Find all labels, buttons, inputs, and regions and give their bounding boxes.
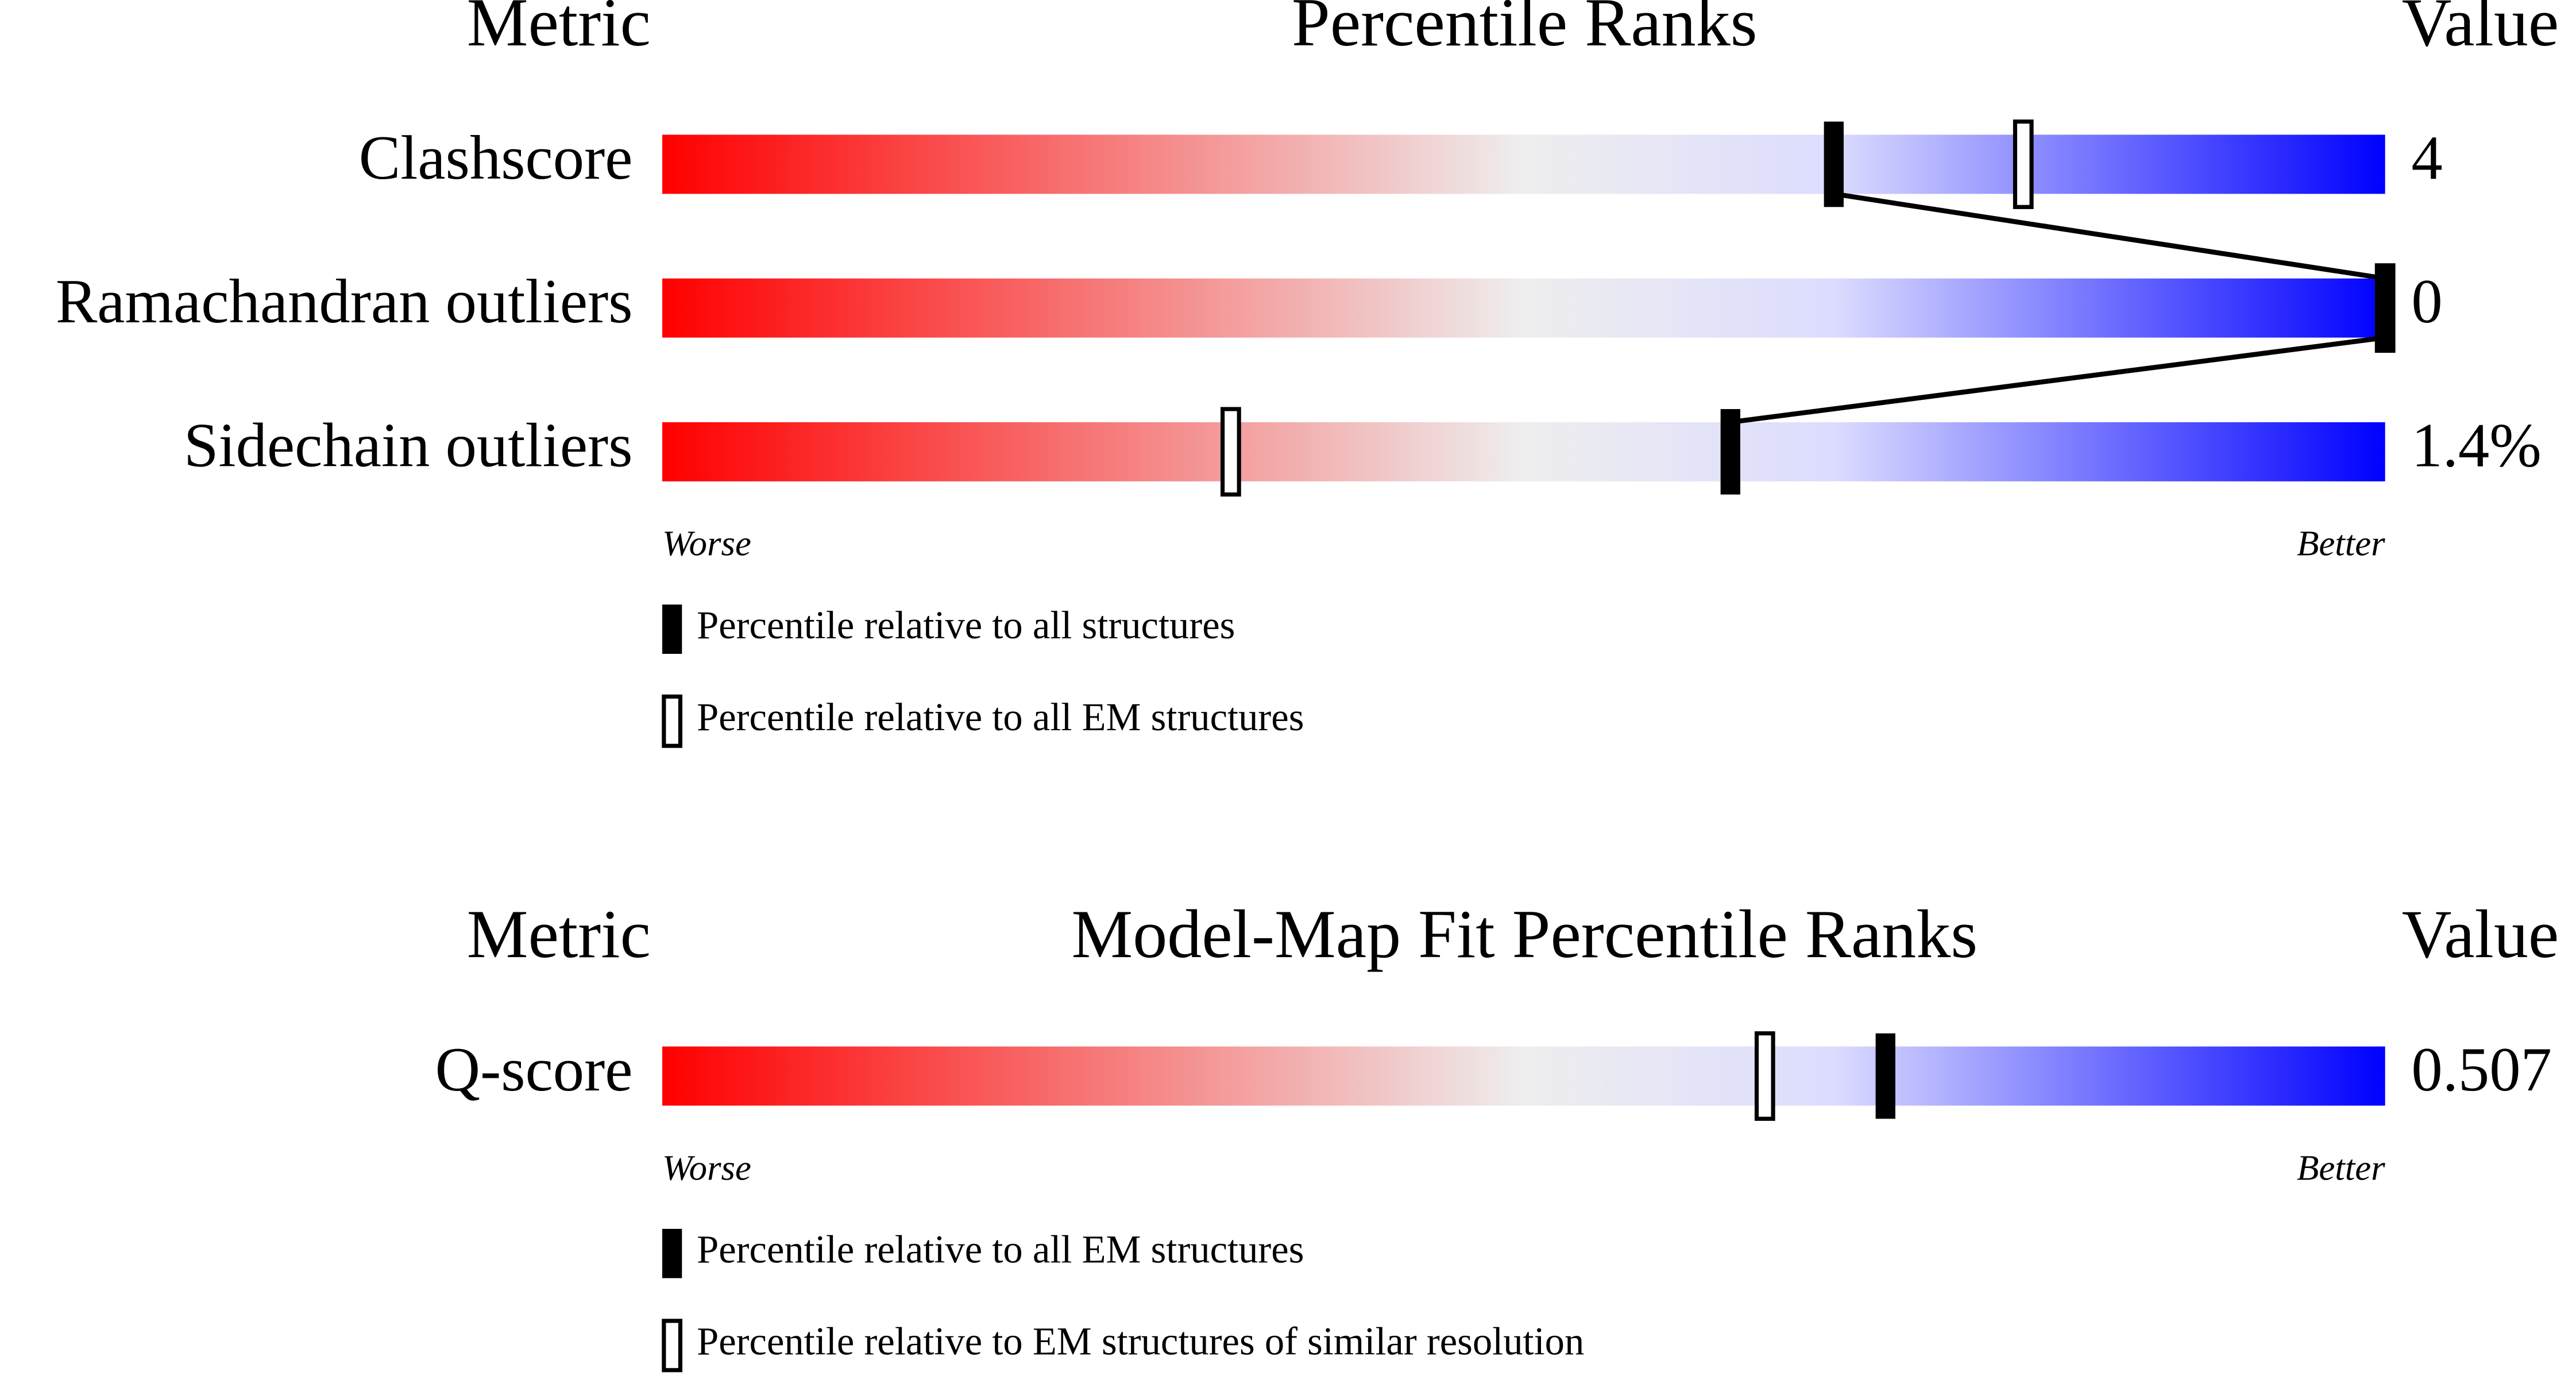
slider-bar xyxy=(662,1046,2385,1106)
high-label: Better xyxy=(2297,523,2385,564)
marker-filled xyxy=(2375,265,2395,351)
metric-label: Clashscore xyxy=(359,123,633,192)
marker-filled xyxy=(1875,1033,1895,1119)
legend-label: Percentile relative to all EM structures xyxy=(697,1228,1304,1271)
value-header: Value xyxy=(2402,0,2559,60)
metric-value: 0.507 xyxy=(2411,1035,2551,1104)
low-label: Worse xyxy=(662,523,751,564)
high-label: Better xyxy=(2297,1147,2385,1188)
slider-bar xyxy=(662,278,2385,338)
metric-header: Metric xyxy=(467,0,651,60)
metric-label: Ramachandran outliers xyxy=(56,267,633,336)
metric-label: Q-score xyxy=(435,1035,633,1104)
metric-value: 0 xyxy=(2411,267,2442,336)
legend-label: Percentile relative to all EM structures xyxy=(697,695,1304,739)
metric-label: Sidechain outliers xyxy=(184,410,633,480)
marker-filled xyxy=(1720,409,1740,495)
value-header: Value xyxy=(2402,896,2559,972)
metric-value: 4 xyxy=(2411,123,2442,192)
panel-title: Percentile Ranks xyxy=(1292,0,1757,60)
legend-swatch xyxy=(662,1319,683,1373)
panel-title: Model-Map Fit Percentile Ranks xyxy=(1071,896,1978,972)
metric-value: 1.4% xyxy=(2411,410,2541,480)
legend-swatch xyxy=(662,604,682,654)
marker-hollow xyxy=(2013,120,2034,209)
legend-swatch xyxy=(662,1228,682,1278)
low-label: Worse xyxy=(662,1147,751,1188)
connector xyxy=(1833,191,2386,281)
marker-hollow xyxy=(1221,407,1241,497)
connector xyxy=(1730,335,2386,425)
metric-header: Metric xyxy=(467,896,651,972)
marker-hollow xyxy=(1754,1031,1775,1121)
slider-bar xyxy=(662,422,2385,481)
legend-swatch xyxy=(662,694,683,748)
marker-filled xyxy=(1824,121,1844,207)
legend-label: Percentile relative to EM structures of … xyxy=(697,1320,1584,1363)
legend-label: Percentile relative to all structures xyxy=(697,603,1235,647)
slider-bar xyxy=(662,134,2385,194)
